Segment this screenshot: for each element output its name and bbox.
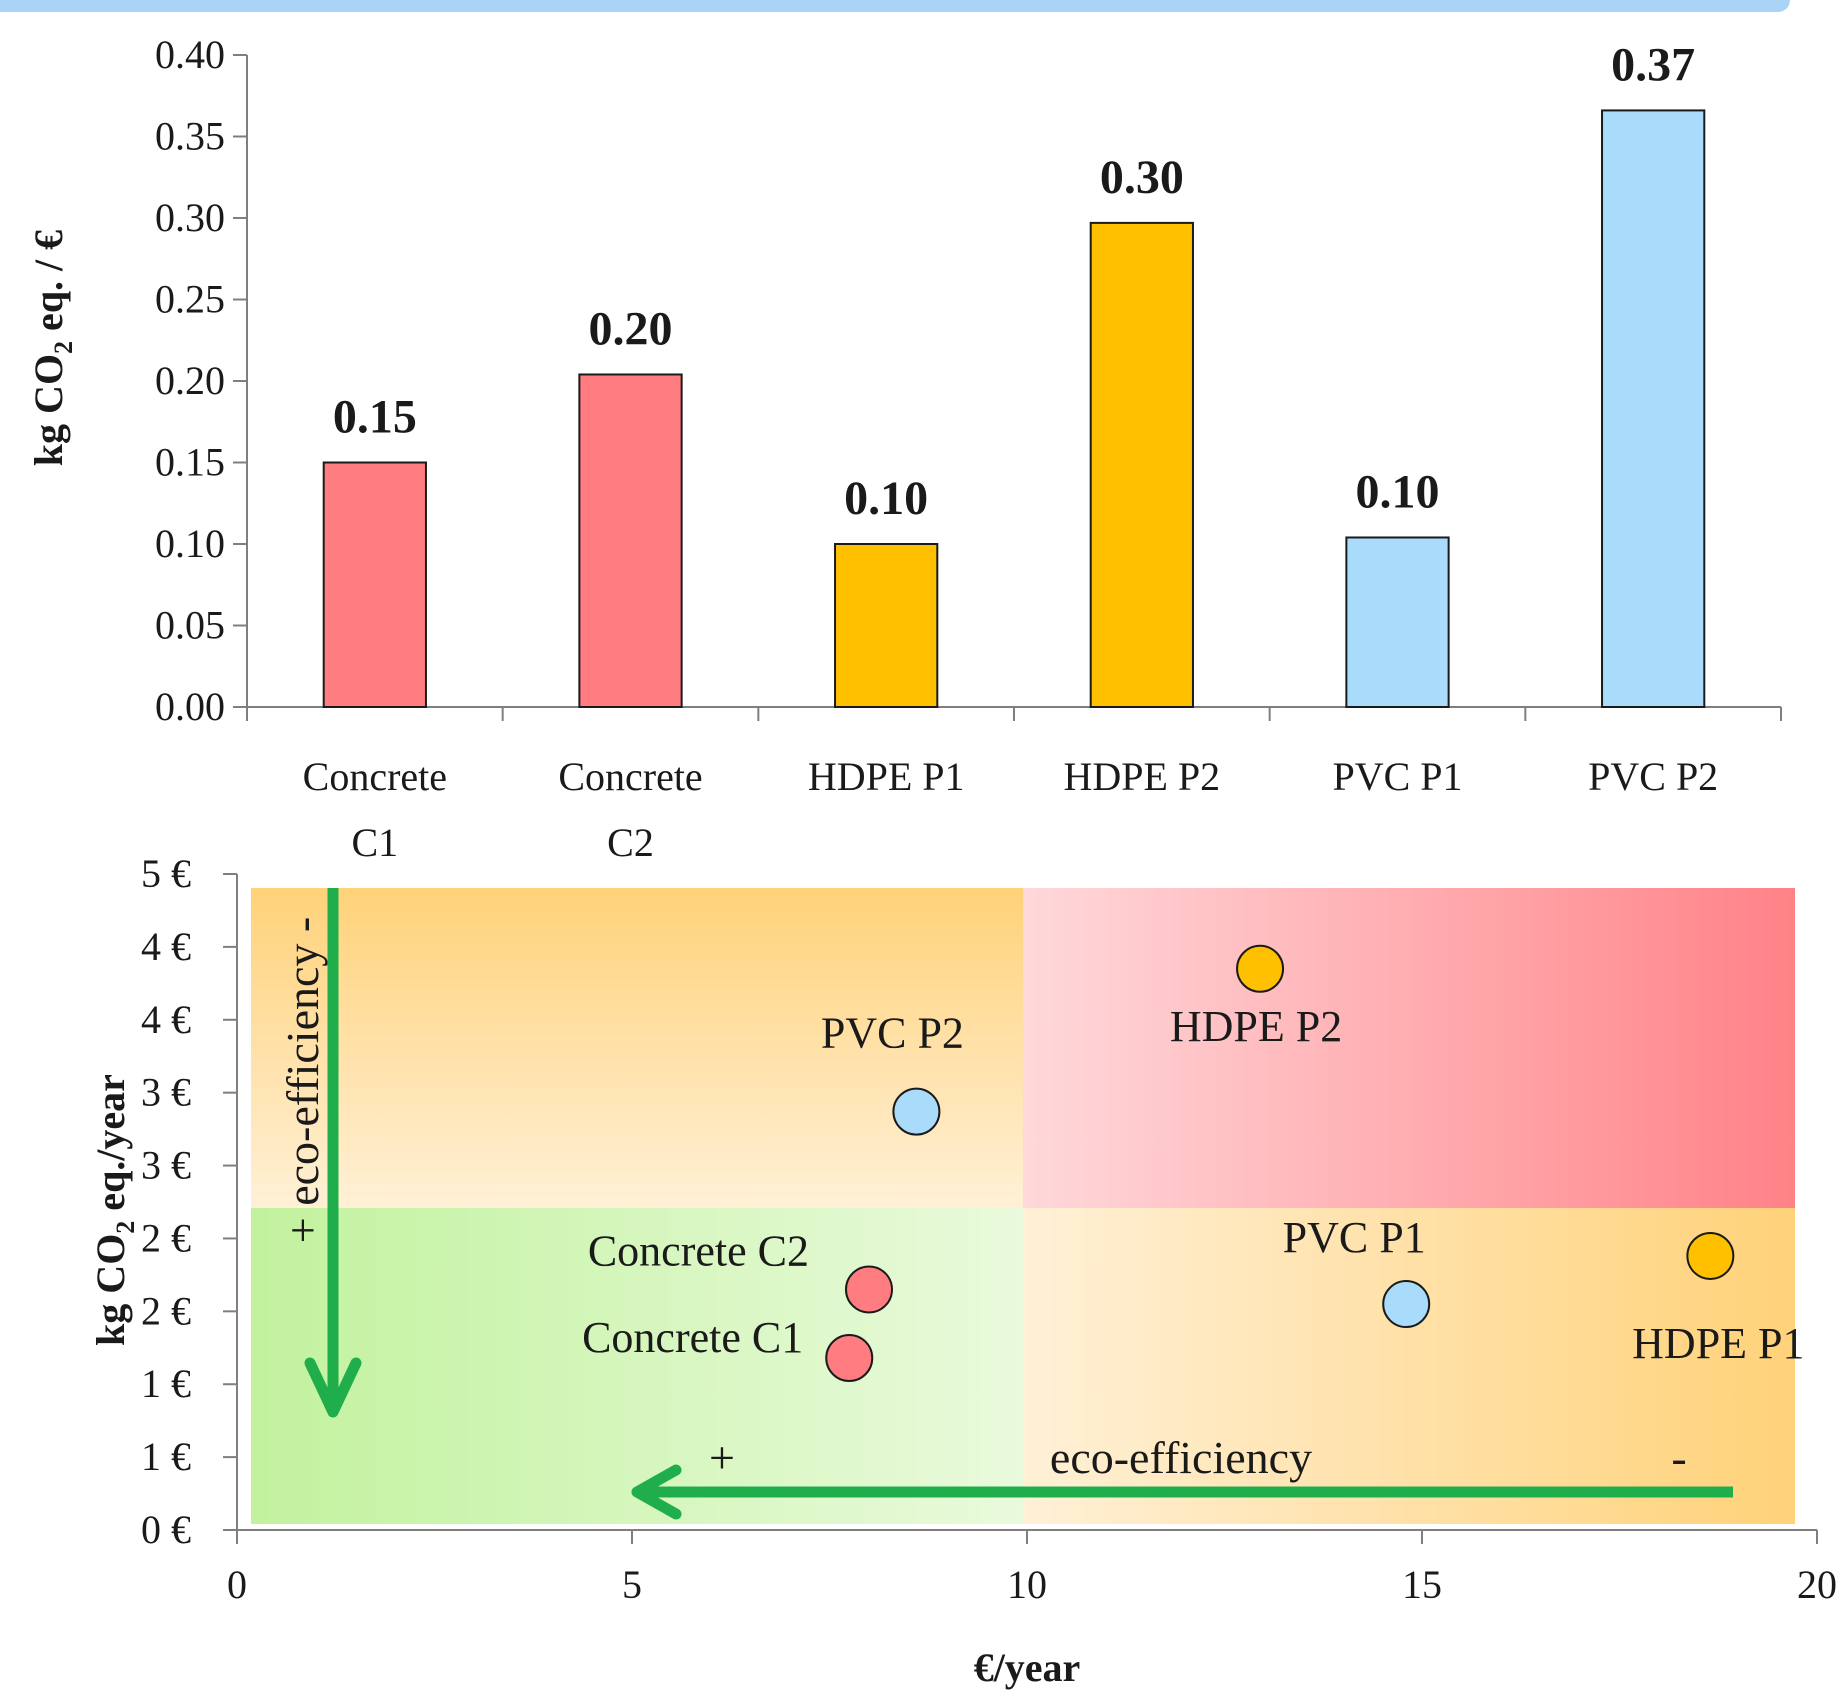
- bar-y-tick-label: 0.25: [155, 277, 225, 322]
- scatter-point-labels: PVC P2 HDPE P2 Concrete C2 Concrete C1 PVC P…: [582, 1002, 1804, 1368]
- bar-chart: 0.00 0.05 0.10 0.15 0.20 0.25 0.30 0.35 0.40 Con…: [26, 32, 1782, 865]
- vertical-eco-arrowhead: [304, 1357, 362, 1418]
- bar-category-label: C2: [607, 820, 654, 865]
- scatter-y-axis-title: kg CO2 eq./year: [88, 1074, 140, 1346]
- horizontal-eco-efficiency-label: eco-efficiency: [1050, 1432, 1312, 1483]
- scatter-point: [892, 1087, 941, 1136]
- bar-data-label: 0.20: [589, 302, 673, 355]
- bar-y-tick-label: 0.10: [155, 521, 225, 566]
- bar-data-label: 0.15: [333, 391, 417, 444]
- bar-y-axis-ticks: 0.00 0.05 0.10 0.15 0.20 0.25 0.30 0.35 0.40: [155, 32, 247, 729]
- bar-data-labels: 0.15 0.20 0.10 0.30 0.10 0.37: [333, 38, 1695, 525]
- scatter-points: [825, 944, 1735, 1382]
- horizontal-plus-label: +: [709, 1432, 735, 1483]
- quadrant-top-left: [251, 888, 1023, 1208]
- bar-y-axis-title: kg CO2 eq. / €: [26, 230, 78, 466]
- scatter-point-label: PVC P2: [821, 1009, 964, 1058]
- scatter-y-tick-label: 1 €: [141, 1434, 191, 1479]
- bar-y-tick-label: 0.05: [155, 603, 225, 648]
- bar-y-tick-label: 0.20: [155, 358, 225, 403]
- bar: [1345, 536, 1450, 708]
- bar: [322, 461, 427, 708]
- scatter-x-axis-ticks: 0 5 10 15 20: [227, 1530, 1837, 1607]
- vertical-eco-efficiency-label: + eco-efficiency -: [277, 917, 328, 1243]
- bar: [578, 373, 683, 708]
- scatter-x-tick-label: 5: [622, 1562, 642, 1607]
- scatter-point-label: Concrete C1: [582, 1313, 803, 1362]
- scatter-y-tick-label: 3 €: [141, 1143, 191, 1188]
- scatter-point-label: HDPE P2: [1170, 1002, 1342, 1051]
- bar: [834, 543, 939, 708]
- scatter-point: [825, 1333, 874, 1382]
- scatter-point: [1236, 944, 1285, 993]
- quadrant-bottom-left: [251, 1208, 1023, 1524]
- bar-data-label: 0.30: [1100, 151, 1184, 204]
- bar-category-label: C1: [351, 820, 398, 865]
- bar-category-label: PVC P2: [1588, 754, 1718, 799]
- bar-y-tick-label: 0.00: [155, 684, 225, 729]
- scatter-y-tick-label: 4 €: [141, 924, 191, 969]
- bar-category-label: HDPE P2: [1063, 754, 1220, 799]
- quadrant-top-right: [1023, 888, 1795, 1208]
- bar-data-label: 0.37: [1611, 38, 1695, 91]
- bar-category-label: HDPE P1: [808, 754, 965, 799]
- horizontal-minus-label: -: [1671, 1432, 1686, 1483]
- bar-category-label: Concrete: [558, 754, 702, 799]
- quadrant-bottom-right: [1023, 1208, 1795, 1524]
- bar-y-tick-label: 0.15: [155, 440, 225, 485]
- scatter-point-label: PVC P1: [1283, 1213, 1426, 1262]
- bar-y-tick-label: 0.30: [155, 195, 225, 240]
- horizontal-eco-arrowhead: [631, 1464, 682, 1520]
- scatter-point: [1382, 1280, 1431, 1329]
- scatter-chart: 0 €1 €1 €2 €2 €3 €3 €4 €4 €5 € 0 5 10 15 20 …: [88, 851, 1837, 1690]
- bar-category-label: Concrete: [303, 754, 447, 799]
- scatter-x-tick-label: 10: [1007, 1562, 1047, 1607]
- bar-y-tick-label: 0.40: [155, 32, 225, 77]
- bar-category-labels: Concrete C1 Concrete C2 HDPE P1 HDPE P2 PVC P1…: [303, 754, 1719, 865]
- scatter-y-tick-label: 1 €: [141, 1361, 191, 1406]
- bar-category-label: PVC P1: [1332, 754, 1462, 799]
- scatter-y-tick-label: 2 €: [141, 1215, 191, 1260]
- scatter-point-label: HDPE P1: [1632, 1319, 1804, 1368]
- scatter-point: [1686, 1231, 1735, 1280]
- scatter-y-tick-label: 0 €: [141, 1507, 191, 1552]
- scatter-x-axis-title: €/year: [974, 1645, 1081, 1690]
- bars: [322, 109, 1706, 709]
- scatter-x-tick-label: 0: [227, 1562, 247, 1607]
- scatter-x-tick-label: 20: [1797, 1562, 1837, 1607]
- scatter-point-label: Concrete C2: [588, 1226, 809, 1275]
- top-banner: [0, 0, 1790, 12]
- scatter-y-tick-label: 3 €: [141, 1070, 191, 1115]
- bar-y-tick-label: 0.35: [155, 114, 225, 159]
- bar: [1601, 109, 1706, 709]
- scatter-y-tick-label: 2 €: [141, 1288, 191, 1333]
- bar-x-axis-ticks: [246, 707, 1782, 721]
- scatter-y-axis-ticks: 0 € 1 € 1 € 2 € 2 € 3 € 3 € 4 € 4 € 5 €: [141, 851, 237, 1552]
- scatter-y-tick-label: 5 €: [141, 851, 191, 896]
- bar-data-label: 0.10: [844, 472, 928, 525]
- scatter-y-tick-label: 4 €: [141, 997, 191, 1042]
- bar: [1089, 221, 1194, 708]
- bar-data-label: 0.10: [1356, 465, 1440, 518]
- scatter-x-tick-label: 15: [1402, 1562, 1442, 1607]
- scatter-point: [845, 1265, 893, 1314]
